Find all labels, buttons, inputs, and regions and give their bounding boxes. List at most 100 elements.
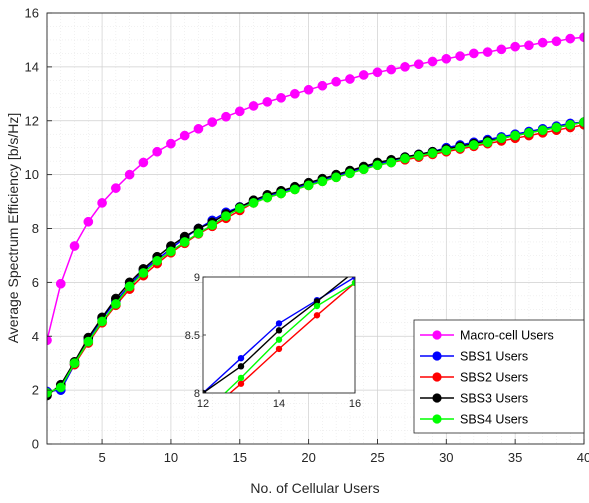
data-point (386, 157, 397, 168)
data-point (510, 41, 521, 52)
inset-x-tick-label: 12 (197, 398, 209, 410)
y-tick-label: 6 (32, 275, 39, 290)
data-point (303, 180, 314, 191)
data-point (152, 255, 163, 266)
data-point (537, 37, 548, 48)
legend-marker (432, 351, 442, 361)
data-point (455, 142, 465, 153)
legend-label: SBS1 Users (460, 350, 528, 364)
data-point (124, 281, 135, 292)
data-point (468, 140, 479, 150)
data-point (524, 40, 534, 51)
legend-label: Macro-cell Users (460, 329, 554, 343)
y-tick-label: 14 (25, 59, 39, 74)
inset-x-tick-label: 16 (349, 398, 361, 410)
data-point (124, 169, 135, 180)
inset-data-point (237, 355, 245, 362)
data-point (138, 268, 149, 278)
data-point (345, 74, 355, 84)
data-point (276, 188, 286, 199)
inset-y-tick-label: 8.5 (185, 330, 200, 342)
data-point (510, 130, 521, 141)
data-point (496, 44, 507, 55)
series-line (47, 121, 584, 394)
inset-data-point (351, 279, 355, 286)
x-tick-label: 5 (98, 450, 105, 465)
data-point (97, 198, 107, 208)
data-point (331, 172, 342, 183)
data-point (537, 125, 548, 136)
inset-data-point (237, 380, 245, 387)
y-tick-label: 0 (32, 437, 39, 452)
data-point (193, 228, 204, 239)
data-point (207, 117, 218, 127)
legend-entry: SBS3 Users (420, 392, 528, 406)
inset-y-tick-label: 9 (194, 272, 200, 284)
data-point (110, 299, 121, 309)
data-point (303, 84, 314, 95)
legend: Macro-cell Users SBS1 Users SBS2 Users SBS3… (413, 319, 585, 434)
data-point (441, 145, 452, 156)
data-point (69, 241, 80, 251)
legend-entry: Macro-cell Users (420, 329, 554, 343)
data-point (83, 336, 94, 347)
data-point (55, 382, 66, 393)
data-point (551, 36, 562, 47)
data-point (289, 184, 300, 195)
legend-entry: SBS1 Users (420, 350, 528, 364)
inset-data-point (313, 302, 321, 310)
data-point (69, 358, 80, 369)
inset-y-tick-label: 8 (194, 388, 200, 400)
y-tick-label: 16 (25, 6, 39, 21)
legend-label: SBS3 Users (460, 392, 528, 406)
data-point (482, 137, 493, 148)
data-point (400, 153, 410, 164)
x-axis-label: No. of Cellular Users (250, 480, 379, 496)
data-point (55, 278, 66, 289)
data-point (427, 148, 438, 158)
data-point (413, 150, 424, 161)
data-point (179, 130, 190, 141)
data-point (345, 168, 355, 179)
data-point (468, 48, 479, 59)
inset-data-point (275, 345, 283, 353)
data-point (524, 128, 534, 138)
data-point (166, 246, 176, 257)
data-point (579, 32, 584, 43)
legend-marker (432, 393, 442, 403)
inset-data-point (313, 298, 321, 305)
data-point (482, 47, 493, 57)
data-point (276, 93, 286, 103)
data-point (441, 53, 452, 64)
data-point (551, 122, 562, 133)
inset-data-point (275, 327, 283, 334)
x-tick-label: 20 (301, 450, 315, 465)
series-5 (47, 117, 584, 398)
data-point (262, 97, 273, 107)
y-tick-label: 12 (25, 113, 39, 128)
x-tick-label: 15 (233, 450, 247, 465)
data-point (234, 106, 245, 117)
inset-series (203, 277, 355, 393)
data-point (248, 101, 259, 111)
data-point (166, 138, 176, 149)
data-point (221, 111, 231, 122)
x-tick-label: 10 (164, 450, 178, 465)
inset-x-tick-label: 14 (273, 398, 285, 410)
data-point (138, 157, 149, 168)
data-point (386, 64, 397, 75)
data-point (248, 198, 259, 208)
series-line (47, 36, 584, 341)
y-tick-label: 4 (32, 329, 39, 344)
data-point (372, 67, 383, 78)
data-point (331, 76, 342, 87)
inset-data-point (275, 320, 283, 327)
y-axis-label: Average Spectrum Efficiency [b/s/Hz] (5, 113, 21, 344)
legend-marker (432, 330, 442, 340)
data-point (234, 203, 245, 214)
inset-plot: 12 14 16 8 8.5 9 (185, 272, 361, 410)
data-point (97, 316, 107, 327)
inset-data-point (237, 363, 245, 370)
